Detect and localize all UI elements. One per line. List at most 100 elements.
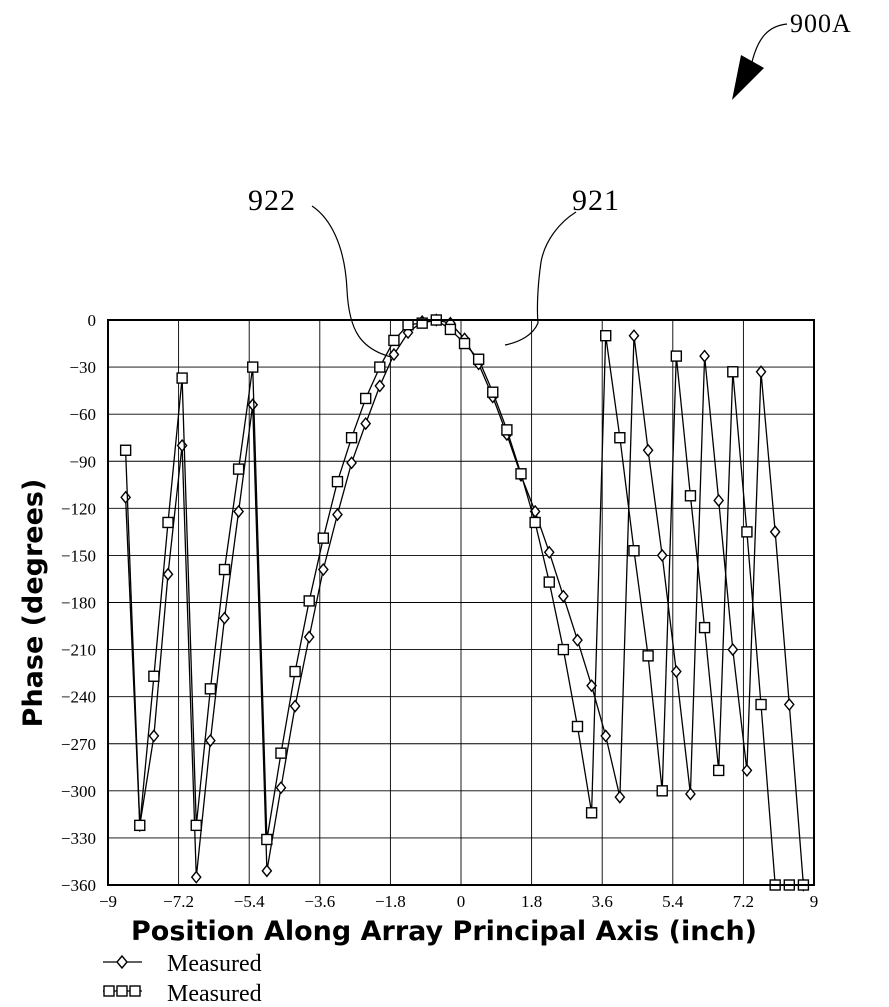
data-point-diamond [670,664,682,679]
data-point-diamond [360,416,372,431]
data-point-square [331,475,344,488]
y-tick-label: −60 [69,405,96,424]
y-tick-labels: 0 −30 −60 −90 −120 −150 −180 −210 −240 −270 −300 −3… [61,311,96,895]
data-point-square [345,432,358,444]
data-point-square [416,317,428,329]
plot-frame [107,319,815,886]
y-tick-label: −240 [61,688,96,707]
x-tick-label: −3.6 [304,892,335,911]
y-tick-label: −120 [61,499,96,518]
legend-label-diamond: Measured [167,951,262,977]
legend-square-marker-3 [129,985,141,997]
x-axis-title: Position Along Array Principal Axis (inc… [131,916,757,947]
y-tick-label: −30 [69,358,96,377]
data-point-diamond [162,567,174,581]
x-tick-label: −5.4 [234,892,265,911]
data-point-square [204,683,217,695]
x-tick-label: 7.2 [733,892,754,911]
data-point-square [614,432,626,444]
data-point-square [374,361,386,373]
data-point-square [557,643,570,656]
data-point-square [402,319,414,331]
data-point-square [529,516,541,529]
reference-label-921: 921 [572,184,620,217]
leader-line-922 [311,205,396,359]
legend-label-square: Measured [167,981,262,1007]
y-tick-label: −360 [61,876,96,895]
data-point-diamond [148,729,160,743]
data-point-square [458,337,471,350]
data-point-diamond [600,729,612,743]
data-point-diamond [346,456,357,470]
data-point-diamond [233,504,245,519]
data-point-diamond [332,508,343,522]
data-point-diamond [190,870,202,884]
data-point-diamond [261,864,273,878]
legend: Measured Measured [103,951,262,1007]
data-point-diamond [755,365,767,379]
leader-line-921 [504,211,577,346]
data-point-square [501,424,513,436]
y-tick-label: −300 [61,782,96,801]
data-point-diamond [741,763,753,778]
y-tick-label: −210 [61,641,96,660]
data-point-diamond [247,398,259,412]
data-point-diamond [557,589,569,603]
data-point-square [487,386,499,398]
data-point-square [289,665,301,678]
data-point-square [303,595,315,607]
data-point-square [712,764,725,777]
data-point-square [317,532,330,544]
data-point-square [571,720,584,733]
data-point-square [755,698,767,711]
data-point-square [148,670,160,682]
data-point-diamond [628,329,640,343]
series-layer [119,313,810,892]
data-point-diamond [685,787,696,801]
data-point-square [727,366,739,378]
y-tick-label: 0 [88,311,97,330]
figure-label: 900A [790,9,852,38]
x-tick-label: −9 [99,892,117,911]
y-tick-label: −150 [61,546,96,565]
x-tick-label: −1.8 [375,892,406,911]
data-point-square [698,621,711,634]
data-point-diamond [727,642,739,657]
y-axis-title: Phase (degrees) [18,479,49,728]
data-point-diamond [769,525,781,539]
data-point-square [119,444,132,456]
data-point-square [472,353,485,365]
data-point-square [585,807,598,819]
data-point-square [444,323,457,336]
data-point-square [656,785,668,797]
x-tick-label: 0 [457,892,466,911]
data-point-square [232,463,245,475]
data-point-square [670,350,683,362]
data-point-square [134,819,146,832]
data-point-diamond [289,699,301,713]
data-point-diamond [303,630,315,644]
x-tick-label: 3.6 [592,892,613,911]
data-point-square [218,563,231,576]
data-point-diamond [374,379,386,393]
data-point-square [515,468,527,480]
legend-square-marker-1 [103,985,115,997]
x-tick-label: 1.8 [521,892,542,911]
data-point-square [600,329,612,342]
y-tick-label: −90 [69,452,96,471]
data-point-square [247,361,259,373]
data-point-diamond [275,781,287,795]
data-point-diamond [614,790,626,804]
legend-entry-diamond: Measured [103,951,262,977]
data-point-square [684,490,697,502]
data-point-diamond [219,611,230,625]
y-tick-label: −180 [61,594,96,613]
data-point-diamond [317,562,329,577]
legend-square-marker-2 [116,985,128,997]
reference-label-922: 922 [248,184,296,217]
chart-grid [107,319,815,886]
data-point-square [741,526,753,538]
data-point-diamond [586,679,598,693]
x-tick-labels: −9 −7.2 −5.4 −3.6 −1.8 0 1.8 3.6 5.4 7.2 9 [99,892,818,911]
